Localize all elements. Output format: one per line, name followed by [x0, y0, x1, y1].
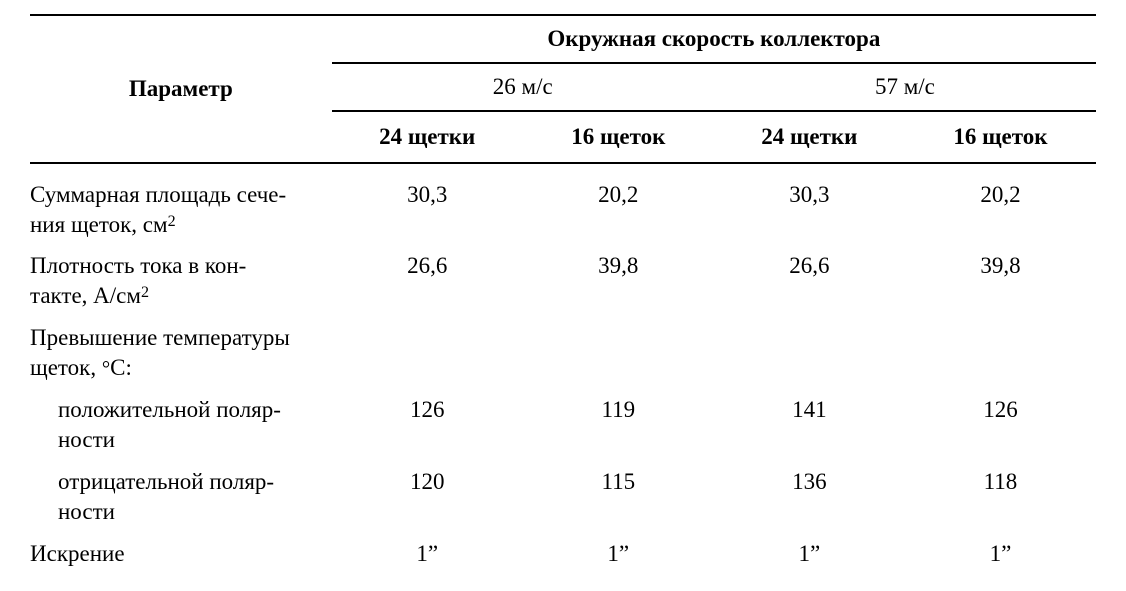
value-cell: 136 [714, 461, 905, 533]
value-cell: 141 [714, 389, 905, 461]
value-cell: 1” [332, 533, 523, 575]
value-cell: 20,2 [523, 174, 714, 246]
value-cell: 120 [332, 461, 523, 533]
value-cell: 126 [332, 389, 523, 461]
value-cell: 115 [523, 461, 714, 533]
table-row: положительной поляр-ности126119141126 [30, 389, 1096, 461]
value-cell [714, 317, 905, 389]
table-body: Суммарная площадь сече-ния щеток, см230,… [30, 163, 1096, 575]
table-row: Суммарная площадь сече-ния щеток, см230,… [30, 174, 1096, 246]
table-header: Параметр Окружная скорость коллектора 26… [30, 15, 1096, 163]
value-cell [332, 317, 523, 389]
header-sub-1-1: 16 щеток [905, 111, 1096, 163]
param-cell: Суммарная площадь сече-ния щеток, см2 [30, 174, 332, 246]
param-cell: Превышение температурыщеток, °С: [30, 317, 332, 389]
value-cell: 126 [905, 389, 1096, 461]
value-cell: 1” [523, 533, 714, 575]
header-span: Окружная скорость коллектора [332, 15, 1096, 63]
header-speed-0: 26 м/с [332, 63, 714, 111]
header-speed-1: 57 м/с [714, 63, 1096, 111]
value-cell: 39,8 [905, 245, 1096, 317]
param-cell: положительной поляр-ности [30, 389, 332, 461]
value-cell: 1” [905, 533, 1096, 575]
header-sub-1-0: 24 щетки [714, 111, 905, 163]
value-cell: 118 [905, 461, 1096, 533]
table-row: Искрение1”1”1”1” [30, 533, 1096, 575]
table-row: отрицательной поляр-ности120115136118 [30, 461, 1096, 533]
value-cell: 20,2 [905, 174, 1096, 246]
value-cell: 30,3 [332, 174, 523, 246]
param-cell: отрицательной поляр-ности [30, 461, 332, 533]
param-cell: Плотность тока в кон-такте, А/см2 [30, 245, 332, 317]
table-row: Превышение температурыщеток, °С: [30, 317, 1096, 389]
param-cell: Искрение [30, 533, 332, 575]
header-sub-0-0: 24 щетки [332, 111, 523, 163]
value-cell: 26,6 [332, 245, 523, 317]
value-cell: 119 [523, 389, 714, 461]
header-sub-0-1: 16 щеток [523, 111, 714, 163]
value-cell: 1” [714, 533, 905, 575]
value-cell [905, 317, 1096, 389]
data-table: Параметр Окружная скорость коллектора 26… [30, 14, 1096, 574]
value-cell: 30,3 [714, 174, 905, 246]
header-param: Параметр [30, 15, 332, 163]
page: Параметр Окружная скорость коллектора 26… [0, 0, 1126, 591]
value-cell [523, 317, 714, 389]
table-row: Плотность тока в кон-такте, А/см226,639,… [30, 245, 1096, 317]
value-cell: 39,8 [523, 245, 714, 317]
value-cell: 26,6 [714, 245, 905, 317]
